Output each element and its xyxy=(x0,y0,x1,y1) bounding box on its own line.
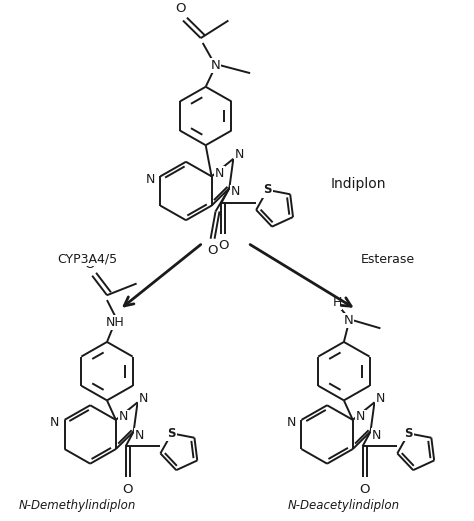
Text: CYP3A4/5: CYP3A4/5 xyxy=(57,253,117,266)
Text: S: S xyxy=(404,427,413,440)
Text: O: O xyxy=(359,482,370,495)
Text: N: N xyxy=(230,185,240,199)
Text: H: H xyxy=(332,296,342,309)
Text: N: N xyxy=(146,173,155,186)
Text: N: N xyxy=(376,392,385,405)
Text: N: N xyxy=(210,59,220,72)
Text: N: N xyxy=(287,416,296,429)
Text: Indiplon: Indiplon xyxy=(331,177,386,191)
Text: O: O xyxy=(207,244,218,257)
Text: N: N xyxy=(135,429,144,442)
Text: N: N xyxy=(215,167,224,180)
Text: N: N xyxy=(235,148,244,162)
Text: O: O xyxy=(122,482,133,495)
Text: O: O xyxy=(218,239,228,252)
Text: O: O xyxy=(84,257,94,270)
Text: N: N xyxy=(50,416,59,429)
Text: N: N xyxy=(372,429,381,442)
Text: N: N xyxy=(139,392,148,405)
Text: N-Demethylindiplon: N-Demethylindiplon xyxy=(18,499,136,512)
Text: N: N xyxy=(356,411,365,424)
Text: N: N xyxy=(119,411,128,424)
Text: NH: NH xyxy=(106,316,124,329)
Text: Esterase: Esterase xyxy=(361,253,415,266)
Text: S: S xyxy=(167,427,176,440)
Text: O: O xyxy=(175,3,185,16)
Text: S: S xyxy=(263,183,272,196)
Text: N-Deacetylindiplon: N-Deacetylindiplon xyxy=(288,499,400,512)
Text: N: N xyxy=(344,314,354,327)
